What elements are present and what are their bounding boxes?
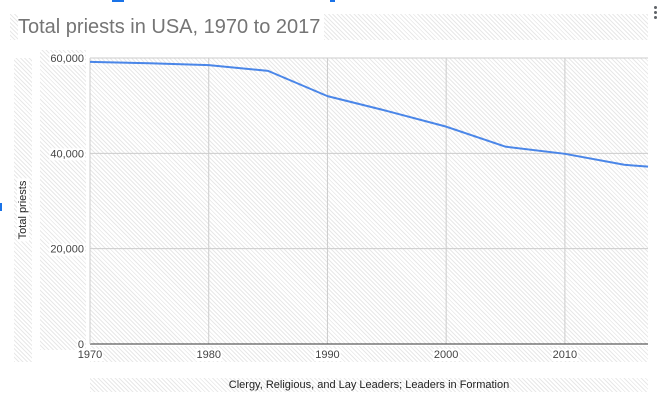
x-axis-label-area xyxy=(90,378,648,392)
tick-label-bg xyxy=(432,349,460,361)
tick-label-bg xyxy=(49,53,85,65)
tick-label-bg xyxy=(76,339,85,351)
tick-label-bg xyxy=(314,349,341,361)
x-tick-label: 1970 xyxy=(78,349,102,361)
y-tick-label: 60,000 xyxy=(50,53,84,65)
x-axis-title: Clergy, Religious, and Lay Leaders; Lead… xyxy=(228,379,510,391)
more-vert-icon[interactable] xyxy=(648,2,662,22)
x-tick-label: 1980 xyxy=(196,349,220,361)
x-tick-label: 2000 xyxy=(434,349,458,361)
selection-handle-top-left xyxy=(112,0,124,2)
selection-handle-top-right xyxy=(330,0,335,2)
tick-label-bg xyxy=(76,349,104,361)
series-line xyxy=(89,60,649,168)
x-tick-label: 2010 xyxy=(553,349,577,361)
tick-label-bg xyxy=(49,243,85,256)
x-tick-label: 1990 xyxy=(315,349,339,361)
selection-handle-left xyxy=(0,203,2,211)
y-tick-label: 20,000 xyxy=(50,244,84,256)
tick-label-bg xyxy=(49,148,85,161)
chart-title: Total priests in USA, 1970 to 2017 xyxy=(18,14,325,40)
tick-label-bg xyxy=(551,349,579,361)
y-tick-label: 0 xyxy=(78,339,84,351)
tick-label-bg xyxy=(195,349,222,361)
y-tick-label: 40,000 xyxy=(50,148,84,160)
y-tick-area xyxy=(40,50,86,350)
x-tick-area xyxy=(90,346,648,362)
